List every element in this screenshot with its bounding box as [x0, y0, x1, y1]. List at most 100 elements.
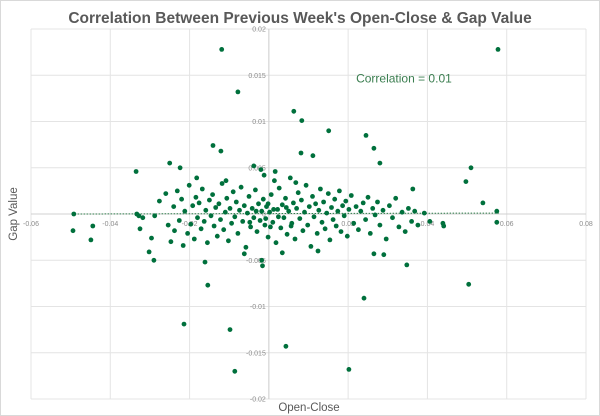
data-point — [230, 189, 236, 195]
data-point — [283, 195, 288, 201]
data-point — [330, 217, 336, 223]
data-point — [324, 210, 330, 216]
data-point — [318, 186, 323, 192]
data-point — [232, 368, 238, 374]
data-point — [249, 206, 255, 211]
data-point — [327, 237, 333, 243]
data-point — [343, 198, 349, 204]
data-point — [198, 226, 204, 232]
data-point — [284, 231, 290, 237]
data-point — [390, 215, 395, 221]
data-point — [211, 223, 217, 229]
data-point — [303, 182, 309, 188]
data-point — [325, 191, 331, 197]
data-point — [375, 199, 380, 205]
data-point — [174, 188, 180, 194]
data-point — [191, 236, 197, 242]
data-point — [163, 191, 169, 197]
data-point — [177, 165, 183, 171]
data-point — [409, 219, 414, 224]
data-point — [241, 203, 247, 209]
data-point — [494, 208, 500, 214]
data-point — [133, 169, 139, 174]
data-point — [237, 207, 242, 213]
data-point — [227, 206, 233, 211]
data-point — [186, 182, 192, 188]
data-point — [308, 244, 314, 249]
data-point — [245, 210, 250, 216]
data-point — [410, 186, 416, 192]
data-point — [337, 188, 342, 194]
data-point — [137, 226, 143, 232]
data-point — [332, 196, 338, 202]
data-point — [251, 215, 257, 221]
data-point — [238, 184, 244, 190]
data-point — [253, 187, 258, 193]
data-point — [287, 175, 293, 181]
data-point — [151, 257, 157, 263]
data-point — [273, 240, 279, 246]
data-point — [171, 204, 177, 210]
data-point — [194, 175, 200, 181]
data-point — [326, 128, 332, 134]
data-point — [268, 224, 273, 230]
data-point — [402, 229, 408, 235]
data-point — [322, 226, 328, 232]
data-point — [279, 250, 285, 256]
data-point — [372, 212, 378, 218]
data-point — [256, 201, 261, 207]
data-point — [203, 207, 209, 213]
data-point — [396, 224, 402, 230]
y-tick-label: 0 — [262, 212, 266, 219]
data-point — [263, 216, 269, 222]
data-point — [283, 343, 289, 349]
data-point — [267, 209, 272, 215]
data-point — [223, 178, 229, 184]
data-point — [195, 215, 200, 221]
data-point — [240, 219, 246, 224]
data-point — [371, 251, 377, 257]
data-point — [221, 227, 227, 233]
data-point — [213, 205, 219, 210]
y-tick-label: 0.01 — [252, 119, 266, 126]
data-point — [227, 327, 233, 332]
data-point — [88, 237, 94, 243]
chart-title: Correlation Between Previous Week's Open… — [68, 10, 532, 27]
data-point — [278, 225, 284, 231]
data-point — [319, 219, 325, 225]
data-point — [201, 219, 207, 224]
data-points — [70, 47, 501, 374]
data-point — [235, 89, 241, 95]
data-point — [363, 217, 368, 223]
data-point — [265, 201, 271, 207]
data-point — [190, 203, 196, 209]
data-point — [406, 206, 411, 211]
data-point — [241, 251, 247, 257]
y-tick-label: 0.005 — [248, 165, 266, 172]
y-tick-label: -0.01 — [250, 304, 266, 311]
data-point — [292, 236, 298, 242]
data-point — [286, 208, 292, 214]
data-point — [205, 240, 210, 246]
data-point — [243, 244, 249, 250]
data-point — [219, 47, 225, 52]
data-point — [260, 196, 266, 202]
data-point — [313, 201, 318, 207]
data-point — [226, 238, 231, 244]
x-tick-label: -0.06 — [23, 221, 39, 228]
data-point — [377, 160, 383, 166]
data-point — [275, 207, 280, 212]
data-point — [232, 214, 238, 220]
data-point — [480, 200, 486, 206]
data-point — [233, 199, 239, 205]
data-point — [251, 163, 257, 169]
data-point — [399, 209, 405, 215]
data-point — [329, 205, 334, 210]
data-point — [310, 153, 316, 159]
data-point — [218, 217, 223, 223]
data-point — [363, 133, 369, 138]
data-point — [321, 199, 326, 205]
data-point — [229, 220, 235, 226]
